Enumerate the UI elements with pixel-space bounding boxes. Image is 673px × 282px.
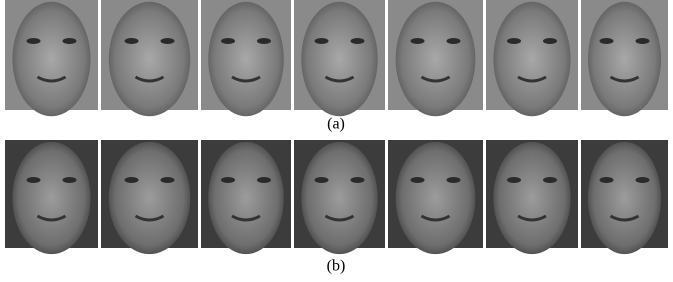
face-image bbox=[294, 140, 385, 254]
figure: (a) (b) bbox=[0, 0, 673, 282]
eye bbox=[27, 38, 41, 44]
eye bbox=[221, 38, 235, 44]
face-image bbox=[486, 0, 578, 116]
face-image bbox=[5, 0, 98, 116]
eye bbox=[411, 38, 425, 44]
face bbox=[588, 2, 661, 116]
eye bbox=[507, 38, 521, 44]
face-image bbox=[388, 140, 483, 254]
eye bbox=[411, 177, 425, 183]
eye bbox=[636, 38, 650, 44]
face bbox=[493, 142, 570, 254]
caption: (a) bbox=[327, 116, 345, 133]
face bbox=[109, 2, 190, 116]
image-row bbox=[5, 140, 668, 254]
face-image bbox=[101, 0, 198, 116]
eye bbox=[600, 177, 614, 183]
face-image bbox=[486, 140, 578, 254]
face bbox=[12, 2, 90, 116]
face-image bbox=[201, 140, 291, 254]
face bbox=[208, 2, 284, 116]
face-image bbox=[581, 0, 668, 116]
face bbox=[109, 142, 190, 254]
eye bbox=[27, 177, 41, 183]
face bbox=[12, 142, 90, 254]
face bbox=[208, 142, 284, 254]
eye bbox=[161, 177, 175, 183]
caption: (b) bbox=[327, 258, 346, 275]
eye bbox=[636, 177, 650, 183]
eye bbox=[447, 38, 461, 44]
face-image bbox=[388, 0, 483, 116]
eye bbox=[63, 177, 77, 183]
face-image bbox=[101, 140, 198, 254]
eye bbox=[125, 177, 139, 183]
face bbox=[396, 2, 476, 116]
face-image bbox=[581, 140, 668, 254]
eye bbox=[125, 38, 139, 44]
eye bbox=[447, 177, 461, 183]
face-image bbox=[294, 0, 385, 116]
eye bbox=[315, 38, 329, 44]
image-row bbox=[5, 0, 668, 116]
eye bbox=[257, 177, 271, 183]
face bbox=[588, 142, 661, 254]
face bbox=[396, 142, 476, 254]
eye bbox=[315, 177, 329, 183]
eye bbox=[543, 38, 557, 44]
eye bbox=[221, 177, 235, 183]
face-image bbox=[5, 140, 98, 254]
eye bbox=[351, 38, 365, 44]
eye bbox=[161, 38, 175, 44]
face-image bbox=[201, 0, 291, 116]
eye bbox=[507, 177, 521, 183]
eye bbox=[257, 38, 271, 44]
eye bbox=[600, 38, 614, 44]
face bbox=[301, 2, 377, 116]
eye bbox=[543, 177, 557, 183]
face bbox=[493, 2, 570, 116]
face bbox=[301, 142, 377, 254]
eye bbox=[351, 177, 365, 183]
eye bbox=[63, 38, 77, 44]
